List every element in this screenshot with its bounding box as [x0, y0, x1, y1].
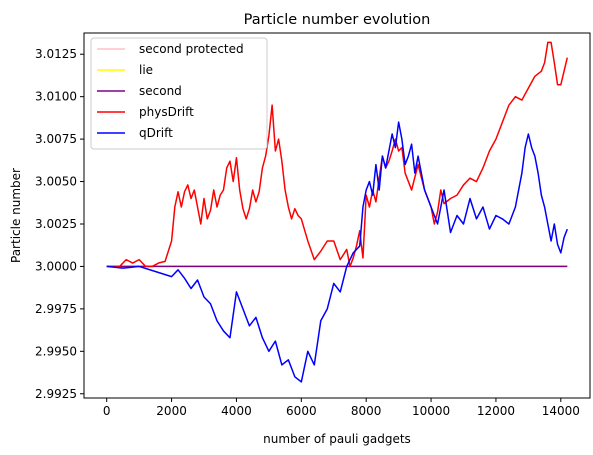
x-tick-label: 14000 [542, 404, 580, 418]
series-lines [106, 41, 569, 383]
legend-label: physDrift [139, 105, 194, 119]
x-tick-label: 2000 [156, 404, 187, 418]
series-line-qdrift [106, 121, 568, 383]
y-tick-label: 2.9950 [35, 344, 77, 358]
y-tick-label: 2.9975 [35, 302, 77, 316]
y-tick-label: 3.0025 [35, 217, 77, 231]
x-tick-label: 10000 [412, 404, 450, 418]
y-tick-label: 3.0000 [35, 259, 77, 273]
x-tick-label: 0 [103, 404, 111, 418]
y-tick-label: 3.0050 [35, 175, 77, 189]
y-tick-label: 3.0125 [35, 47, 77, 61]
series-line-physdrift [106, 41, 569, 268]
x-tick-label: 4000 [221, 404, 252, 418]
x-tick-label: 12000 [477, 404, 515, 418]
plot-frame [83, 32, 591, 399]
legend-label: lie [139, 63, 153, 77]
y-tick-label: 3.0075 [35, 132, 77, 146]
chart-title: Particle number evolution [244, 12, 431, 28]
y-axis-label: Particle number [9, 168, 23, 263]
y-tick-label: 3.0100 [35, 90, 77, 104]
legend-label: second protected [139, 42, 244, 56]
legend-label: qDrift [139, 126, 173, 140]
y-tick-label: 2.9925 [35, 387, 77, 401]
legend-label: second [139, 84, 182, 98]
x-tick-label: 6000 [286, 404, 317, 418]
x-axis: 0 2000 4000 6000 8000 10000 12000 14000 [103, 398, 580, 418]
legend-box [90, 37, 268, 150]
legend: second protected lie second physDrift qDrift [90, 37, 268, 150]
y-axis: 2.9925 2.9950 2.9975 3.0000 3.0025 3.0050 3.00… [35, 47, 84, 401]
x-tick-label: 8000 [351, 404, 382, 418]
x-axis-label: number of pauli gadgets [263, 432, 411, 446]
